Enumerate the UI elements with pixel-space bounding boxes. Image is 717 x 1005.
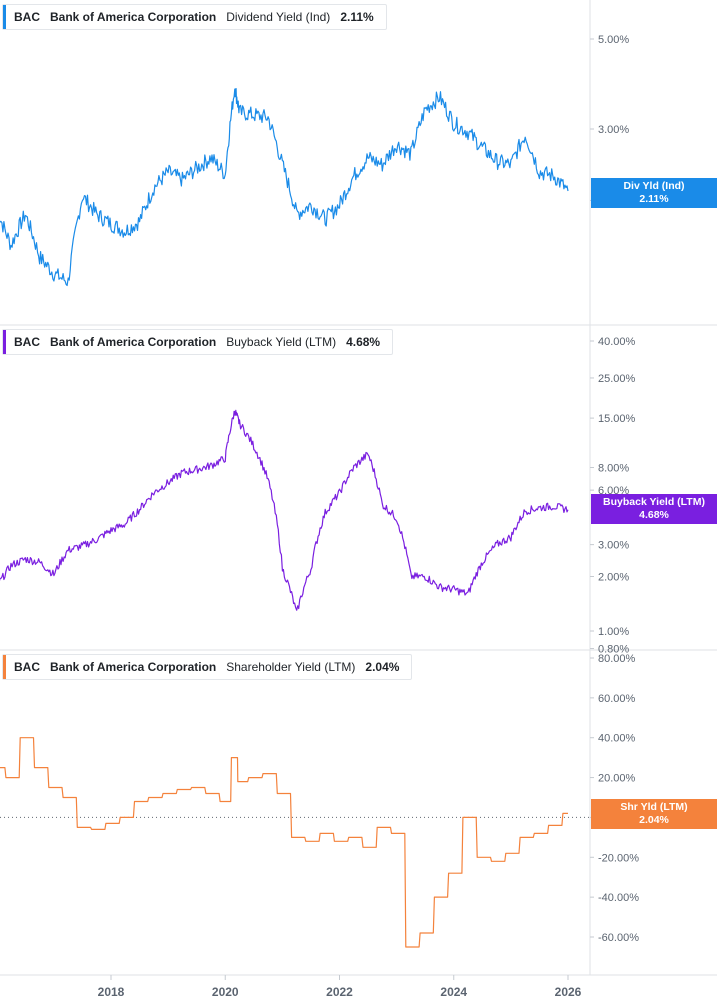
legend-value: 4.68% <box>346 335 381 349</box>
last-value-tag-buyback-yield: Buyback Yield (LTM) 4.68% <box>591 494 717 524</box>
last-value-tag-div-yield: Div Yld (Ind) 2.11% <box>591 178 717 208</box>
legend-ticker: BAC <box>14 660 40 674</box>
legend-company: Bank of America Corporation <box>50 10 217 24</box>
tag-label: Buyback Yield (LTM) <box>603 496 705 508</box>
tag-label: Shr Yld (LTM) <box>620 801 688 813</box>
y-tick-label: -20.00% <box>598 852 639 864</box>
series-line <box>0 737 568 948</box>
legend-swatch-orange <box>3 655 6 679</box>
legend-metric: Buyback Yield (LTM) <box>226 335 337 349</box>
legend-ticker: BAC <box>14 335 40 349</box>
legend-div-yield: BAC Bank of America Corporation Dividend… <box>2 4 387 30</box>
tag-value: 2.11% <box>639 193 669 205</box>
x-tick-label: 2018 <box>98 985 125 999</box>
y-tick-label: 40.00% <box>598 336 636 348</box>
y-tick-label: 8.00% <box>598 463 629 475</box>
y-tick-label: 80.00% <box>598 653 636 665</box>
y-tick-label: 40.00% <box>598 733 636 745</box>
legend-value: 2.04% <box>365 660 400 674</box>
y-tick-label: 15.00% <box>598 413 636 425</box>
y-tick-label: 1.00% <box>598 626 629 638</box>
legend-metric: Dividend Yield (Ind) <box>226 10 331 24</box>
legend-company: Bank of America Corporation <box>50 660 217 674</box>
legend-buyback-yield: BAC Bank of America Corporation Buyback … <box>2 329 394 355</box>
tag-value: 4.68% <box>639 509 669 521</box>
y-tick-label: 3.00% <box>598 540 629 552</box>
series-line <box>0 409 569 611</box>
y-tick-label: -40.00% <box>598 892 639 904</box>
tag-value: 2.04% <box>639 814 669 826</box>
x-tick-label: 2024 <box>440 985 467 999</box>
legend-company: Bank of America Corporation <box>50 335 217 349</box>
y-tick-label: 5.00% <box>598 34 629 46</box>
y-tick-label: -60.00% <box>598 932 639 944</box>
legend-swatch-purple <box>3 330 6 354</box>
x-tick-label: 2026 <box>555 985 582 999</box>
y-tick-label: 20.00% <box>598 773 636 785</box>
x-tick-label: 2022 <box>326 985 353 999</box>
y-tick-label: 3.00% <box>598 124 629 136</box>
series-line <box>0 88 569 287</box>
y-tick-label: 60.00% <box>598 693 636 705</box>
legend-shareholder-yield: BAC Bank of America Corporation Sharehol… <box>2 654 413 680</box>
y-tick-label: 25.00% <box>598 373 636 385</box>
legend-metric: Shareholder Yield (LTM) <box>226 660 356 674</box>
legend-swatch-blue <box>3 5 6 29</box>
x-tick-label: 2020 <box>212 985 239 999</box>
tag-label: Div Yld (Ind) <box>623 180 685 192</box>
last-value-tag-shareholder-yield: Shr Yld (LTM) 2.04% <box>591 799 717 829</box>
y-tick-label: 2.00% <box>598 572 629 584</box>
legend-ticker: BAC <box>14 10 40 24</box>
y-tick-label: 0.80% <box>598 644 629 656</box>
legend-value: 2.11% <box>340 10 374 24</box>
